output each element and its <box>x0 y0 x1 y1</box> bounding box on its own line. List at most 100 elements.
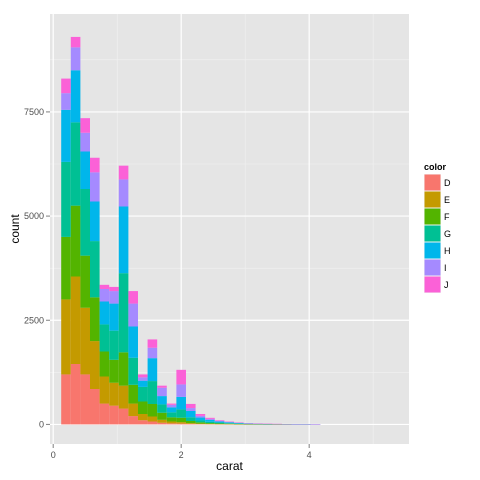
bar-segment-I <box>147 347 158 359</box>
legend-swatch-H <box>424 242 441 259</box>
bar-segment-I <box>224 421 234 423</box>
bar-segment-H <box>80 151 90 189</box>
y-tick-label: 0 <box>39 419 44 429</box>
legend-label-I: I <box>444 263 447 273</box>
bar-segment-D <box>80 374 90 425</box>
bar-segment-E <box>195 423 206 425</box>
bar-segment-J <box>89 157 100 173</box>
bar-segment-H <box>166 407 177 413</box>
bar-segment-J <box>61 78 71 94</box>
bar-segment-G <box>224 423 234 424</box>
bar-segment-H <box>70 70 81 123</box>
bar-segment-H <box>109 303 119 331</box>
bar-segment-J <box>137 374 148 378</box>
bar-segment-F <box>157 412 167 420</box>
bar-segment-I <box>214 420 225 422</box>
bar-segment-J <box>157 385 167 388</box>
bar-segment-H <box>176 396 186 410</box>
bar-segment-F <box>99 351 110 377</box>
bar-segment-G <box>61 161 71 237</box>
bar-segment-D <box>147 421 158 425</box>
bar-segment-J <box>176 369 186 385</box>
bar-segment-I <box>99 289 110 302</box>
bar-segment-D <box>137 420 148 425</box>
bar-segment-G <box>205 421 215 424</box>
bar-segment-J <box>80 118 90 133</box>
bar-segment-E <box>89 341 100 389</box>
bar-segment-G <box>137 386 148 402</box>
bar-segment-H <box>137 380 148 387</box>
bar-segment-D <box>70 364 81 425</box>
bar-segment-H <box>118 206 129 274</box>
bar-segment-D <box>176 423 186 425</box>
legend-swatch-F <box>424 208 441 225</box>
bar-segment-J <box>70 36 81 48</box>
bar-segment-F <box>61 236 71 300</box>
bar-segment-G <box>70 122 81 206</box>
bar-segment-F <box>195 422 206 424</box>
bar-segment-H <box>214 421 225 423</box>
bar-segment-J <box>205 417 215 419</box>
x-axis-title: carat <box>216 459 243 473</box>
bar-segment-G <box>185 417 196 421</box>
bar-segment-E <box>99 376 110 404</box>
bar-segment-H <box>205 419 215 422</box>
legend-swatch-J <box>424 276 441 293</box>
x-tick-label: 0 <box>51 450 56 460</box>
bar-segment-E <box>157 419 167 423</box>
x-tick-label: 2 <box>179 450 184 460</box>
y-tick-label: 7500 <box>24 107 44 117</box>
bar-segment-I <box>89 172 100 202</box>
bar-segment-E <box>185 423 196 424</box>
y-axis-title: count <box>8 214 22 244</box>
y-axis: 0 2500 5000 7500 <box>24 107 50 429</box>
legend-title: color <box>424 162 447 172</box>
bar-segment-G <box>128 357 138 385</box>
legend-swatch-I <box>424 259 441 276</box>
bar-segment-E <box>166 421 177 424</box>
bar-segment-G <box>80 189 90 256</box>
bar-segment-D <box>61 374 71 425</box>
bar-segment-G <box>147 381 158 404</box>
bar-segment-J <box>109 286 119 292</box>
bar-segment-I <box>70 47 81 71</box>
bar-segment-J <box>147 339 158 348</box>
bar-segment-I <box>61 93 71 110</box>
legend-label-D: D <box>444 178 451 188</box>
bar-segment-H <box>61 109 71 162</box>
bar-segment-F <box>70 205 81 277</box>
bar-segment-D <box>166 423 177 425</box>
bar-segment-G <box>195 420 206 423</box>
bar-segment-G <box>89 241 100 298</box>
bar-segment-F <box>214 423 225 424</box>
bar-segment-E <box>128 403 138 417</box>
bar-segment-H <box>157 396 167 405</box>
legend-label-J: J <box>444 280 449 290</box>
bar-segment-G <box>157 404 167 413</box>
bar-segment-G <box>166 412 177 418</box>
bar-segment-J <box>185 403 196 409</box>
legend-swatch-D <box>424 174 441 191</box>
bar-segment-D <box>89 389 100 425</box>
bar-segment-G <box>99 324 110 352</box>
bar-segment-F <box>89 297 100 342</box>
x-axis: 0 2 4 <box>51 444 312 460</box>
bar-segment-I <box>157 387 167 397</box>
bar-segment-F <box>118 352 129 386</box>
bar-segment-H <box>224 422 234 424</box>
stacked-bars <box>61 36 321 425</box>
bar-segment-H <box>185 411 196 418</box>
bar-segment-E <box>80 307 90 375</box>
bar-segment-E <box>147 416 158 422</box>
bar-segment-E <box>176 422 186 424</box>
bar-segment-E <box>109 382 119 406</box>
bar-segment-E <box>70 276 81 364</box>
bar-segment-H <box>128 326 138 358</box>
legend-swatch-G <box>424 225 441 242</box>
legend-label-E: E <box>444 195 450 205</box>
bar-segment-H <box>233 423 244 424</box>
bar-segment-D <box>185 423 196 425</box>
bar-segment-I <box>137 377 148 381</box>
